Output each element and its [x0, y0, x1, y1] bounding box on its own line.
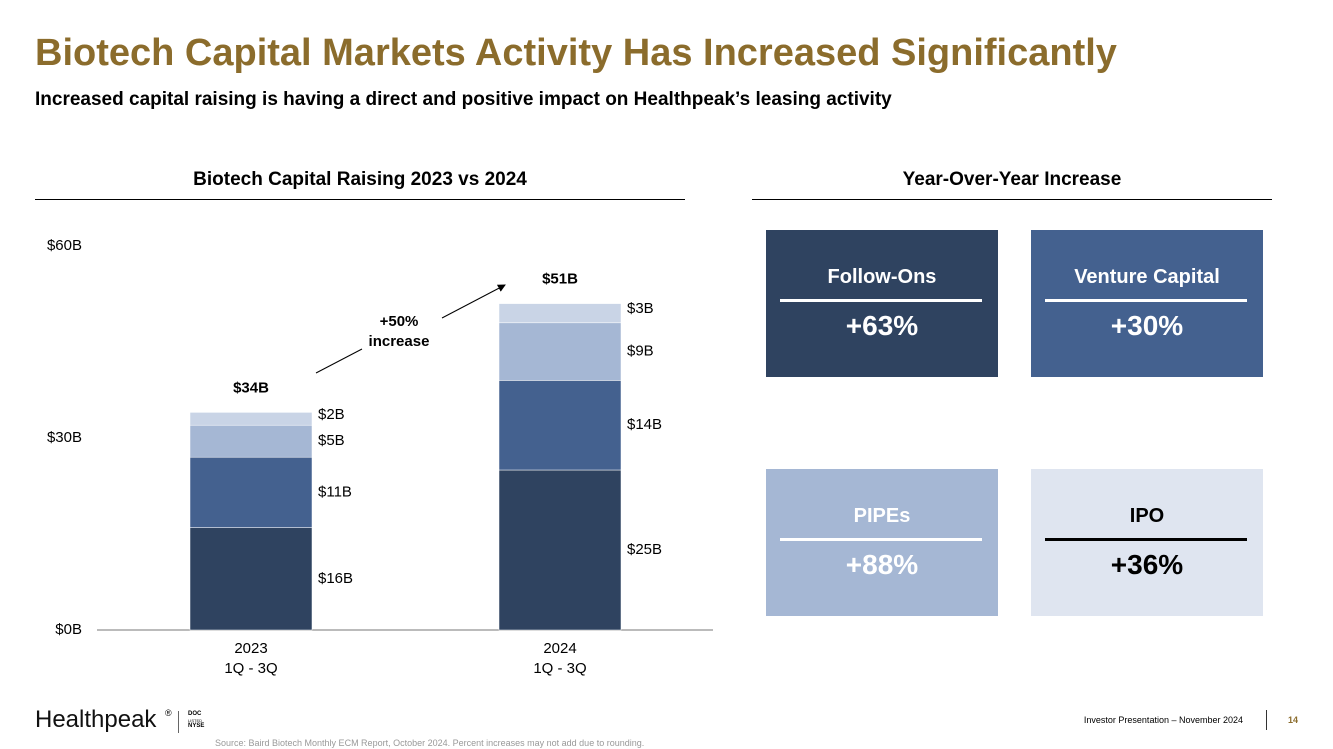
annotation: increase — [369, 333, 430, 350]
tile-label: Venture Capital — [1074, 266, 1220, 288]
listing: DOC LISTED NYSE — [188, 711, 204, 730]
bar-segment — [498, 322, 622, 381]
total-label: $51B — [542, 271, 578, 288]
tile-value: +88% — [845, 549, 919, 580]
tile: IPO +36% — [1031, 469, 1263, 616]
total-label: $34B — [233, 379, 269, 396]
separator — [178, 711, 179, 733]
annotation: +50% — [380, 313, 419, 330]
tile-value: +36% — [1110, 549, 1184, 580]
tile: Follow-Ons +63% — [766, 230, 998, 377]
tile-value: +30% — [1110, 310, 1184, 341]
separator — [1266, 710, 1267, 730]
bar-segment — [189, 456, 313, 528]
logo: Healthpeak — [35, 706, 157, 733]
value-label: $25B — [627, 541, 662, 558]
source-note: Source: Baird Biotech Monthly ECM Report… — [215, 738, 645, 748]
bar-segment — [189, 424, 313, 458]
tile-rule — [1045, 538, 1247, 541]
value-label: $5B — [318, 432, 345, 449]
tile-label: Follow-Ons — [827, 266, 937, 288]
value-label: $14B — [627, 416, 662, 433]
tile-rule — [1045, 299, 1247, 302]
y-tick-label: $60B — [47, 237, 82, 254]
bar-segment — [189, 527, 313, 631]
bar-segment — [498, 469, 622, 631]
bar-segment — [498, 380, 622, 471]
tile-value: +63% — [845, 310, 919, 341]
value-label: $16B — [318, 570, 353, 587]
tile-label: IPO — [1129, 505, 1165, 527]
value-label: $3B — [627, 300, 654, 317]
tile-rule — [780, 299, 982, 302]
x-tick-label: 2024 1Q - 3Q — [533, 640, 587, 677]
divider — [35, 199, 685, 200]
tile: PIPEs +88% — [766, 469, 998, 616]
y-tick-label: $30B — [47, 429, 82, 446]
value-label: $9B — [627, 343, 654, 360]
page-number: 14 — [1288, 715, 1299, 725]
presentation-name: Investor Presentation – November 2024 — [1083, 715, 1243, 725]
y-tick-label: $0B — [55, 621, 82, 638]
chart-title: Biotech Capital Raising 2023 vs 2024 — [193, 169, 527, 190]
value-label: $2B — [318, 406, 345, 423]
bar-segment — [498, 303, 622, 324]
listing-line: DOC — [188, 711, 202, 717]
tile: Venture Capital +30% — [1031, 230, 1263, 377]
bar-segment — [189, 412, 313, 426]
registered-mark: ® — [165, 708, 172, 718]
listing-line: NYSE — [188, 723, 205, 729]
x-tick-label: 2023 1Q - 3Q — [224, 640, 278, 677]
section-title: Year-Over-Year Increase — [902, 169, 1122, 190]
value-label: $11B — [318, 483, 352, 500]
listing-line: LISTED — [188, 718, 203, 723]
slide-subtitle: Increased capital raising is having a di… — [35, 89, 892, 110]
divider — [752, 199, 1272, 200]
arrow — [441, 284, 506, 319]
arrow — [315, 348, 363, 374]
slide-title: Biotech Capital Markets Activity Has Inc… — [35, 32, 1117, 74]
tile-label: PIPEs — [853, 505, 911, 527]
tile-rule — [780, 538, 982, 541]
